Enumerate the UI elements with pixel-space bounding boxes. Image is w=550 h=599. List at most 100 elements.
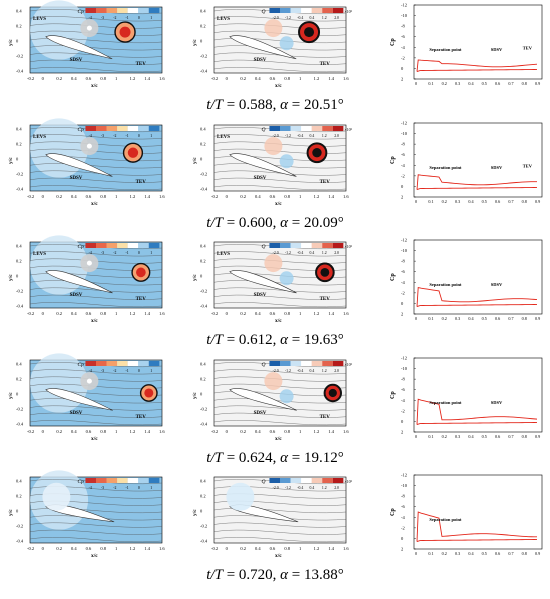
y-tick-label: -8 xyxy=(401,259,405,264)
streamline xyxy=(213,52,347,58)
x-tick-label: 0.3 xyxy=(455,551,460,556)
x-tick-label: 0.2 xyxy=(442,81,447,86)
colorbar-swatch xyxy=(85,8,96,13)
x-axis-label: x/c xyxy=(275,201,282,207)
colorbar-tick: -3 xyxy=(101,251,104,255)
colorbar-swatch xyxy=(269,126,280,131)
x-tick-label: 0.7 xyxy=(508,81,513,86)
x-tick-label: 0.5 xyxy=(482,199,487,204)
caption-alpha-value: = 20.51° xyxy=(288,97,344,113)
colorbar-tick: 1.2 xyxy=(322,251,327,255)
label-sdsv: SDSV xyxy=(491,47,503,52)
panel-svg: -12 -10 -8 -6 -4 -2 0 2 0 0.1 0.2 0.3 0.4 0.5 0.6 0.7 0.… xyxy=(390,121,543,204)
x-tick-label: 1.4 xyxy=(328,546,334,551)
colorbar-swatch xyxy=(280,8,291,13)
colorbar-swatch xyxy=(332,478,344,483)
colorbar-tick: -0.4 xyxy=(297,16,303,20)
colorbar-tick: -0.4 xyxy=(297,369,303,373)
cp-lower-surface xyxy=(416,187,538,191)
cp-lower-surface xyxy=(416,69,538,73)
x-tick-label: 1.2 xyxy=(314,546,320,551)
x-tick-label: 0.2 xyxy=(240,546,246,551)
y-tick-label: -8 xyxy=(401,24,405,29)
y-tick-label: -0.4 xyxy=(200,539,208,544)
streamline xyxy=(29,16,163,22)
colorbar-tick: -1 xyxy=(126,369,129,373)
x-tick-label: 0.6 xyxy=(495,81,500,86)
x-tick-label: 0.2 xyxy=(240,76,246,81)
y-tick-label: 2 xyxy=(401,312,403,317)
caption-t-symbol: t/T xyxy=(206,450,223,466)
q-criterion-panel: Q -2.0 -1.2 -0.4 0.4 1.2 2.0 ×10³ LEVS SDSV TEV -0.… xyxy=(186,121,358,211)
streamline xyxy=(213,177,347,183)
streamline xyxy=(29,52,163,58)
x-tick-label: 0.9 xyxy=(535,81,540,86)
y-tick-label: -6 xyxy=(401,387,405,392)
leading-edge-zone xyxy=(226,482,255,511)
colorbar-swatch xyxy=(280,243,291,248)
label-separation-point: Separation point xyxy=(429,47,462,52)
colorbar-tick: 1.2 xyxy=(322,134,327,138)
streamline xyxy=(213,156,347,162)
y-tick-label: -10 xyxy=(401,248,408,253)
colorbar-swatch xyxy=(117,243,128,248)
colorbar-swatch xyxy=(138,8,149,13)
x-tick-label: 0 xyxy=(226,311,229,316)
x-tick-label: 1 xyxy=(115,194,117,199)
colorbar-scale: ×10³ xyxy=(344,244,352,249)
y-tick-label: -0.2 xyxy=(16,172,23,177)
colorbar-swatch xyxy=(290,126,302,131)
tev-core xyxy=(144,388,154,398)
x-tick-label: 0.2 xyxy=(442,316,447,321)
colorbar-title: Cp xyxy=(77,362,84,368)
colorbar-swatch xyxy=(117,478,128,483)
y-tick-label: -2 xyxy=(401,290,405,295)
x-tick-label: 0 xyxy=(226,76,229,81)
row-caption: t/T = 0.600, α = 20.09° xyxy=(0,215,550,232)
x-tick-label: 0.2 xyxy=(240,194,246,199)
x-tick-label: -0.2 xyxy=(211,76,218,81)
label-separation-point: Separation point xyxy=(429,517,462,522)
colorbar-tick: -3 xyxy=(101,134,104,138)
x-tick-label: 0 xyxy=(42,429,45,434)
colorbar-swatch xyxy=(96,478,107,483)
y-axis-label: y/c xyxy=(192,509,198,516)
plot-area xyxy=(413,239,543,315)
colorbar-tick: -2 xyxy=(113,16,116,20)
panel-svg: -12 -10 -8 -6 -4 -2 0 2 0 0.1 0.2 0.3 0.4 0.5 0.6 0.7 0.… xyxy=(390,3,543,86)
y-axis-label: y/c xyxy=(8,509,14,516)
x-tick-label: 0.5 xyxy=(482,434,487,439)
negative-q-region xyxy=(279,389,294,404)
x-axis-label: x/c xyxy=(275,318,282,324)
x-tick-label: 0.1 xyxy=(428,316,433,321)
colorbar-tick: -3 xyxy=(101,486,104,490)
colorbar-tick: -2 xyxy=(113,134,116,138)
panel-svg: -12 -10 -8 -6 -4 -2 0 2 0 0.1 0.2 0.3 0.4 0.5 0.6 0.7 0.… xyxy=(390,473,543,556)
streamline xyxy=(213,508,347,514)
streamline xyxy=(213,294,347,300)
y-axis-label: y/c xyxy=(8,274,14,281)
y-tick-label: -4 xyxy=(401,163,405,168)
x-axis-label: x/c xyxy=(91,553,98,559)
label-sdsv: SDSV xyxy=(491,400,503,405)
y-tick-label: 0 xyxy=(401,536,404,541)
colorbar-tick: -2.0 xyxy=(273,16,279,20)
cp-upper-surface xyxy=(416,59,538,72)
label-tev: TEV xyxy=(320,62,331,67)
streamline xyxy=(213,45,347,51)
x-tick-label: 0 xyxy=(42,311,45,316)
colorbar-tick: 0 xyxy=(138,369,140,373)
colorbar-swatch xyxy=(280,478,291,483)
x-tick-label: 0.8 xyxy=(100,546,106,551)
y-tick-label: -10 xyxy=(401,13,408,18)
label-sdsv: SDSV xyxy=(254,293,267,298)
cp-field-plot: Cp -4 -3 -2 -1 0 1 LEVS SDSV TEV -0.2 0 0.2 0.4 0.6 0.8… xyxy=(8,235,165,324)
x-tick-label: 0.8 xyxy=(284,311,290,316)
x-tick-label: 0.7 xyxy=(508,434,513,439)
colorbar-tick: 2.0 xyxy=(334,486,339,490)
x-tick-label: 1.2 xyxy=(314,194,320,199)
caption-alpha-symbol: α xyxy=(280,97,289,113)
y-tick-label: 0 xyxy=(200,509,203,514)
plot-area xyxy=(413,357,543,433)
y-tick-label: 0.4 xyxy=(200,244,206,249)
